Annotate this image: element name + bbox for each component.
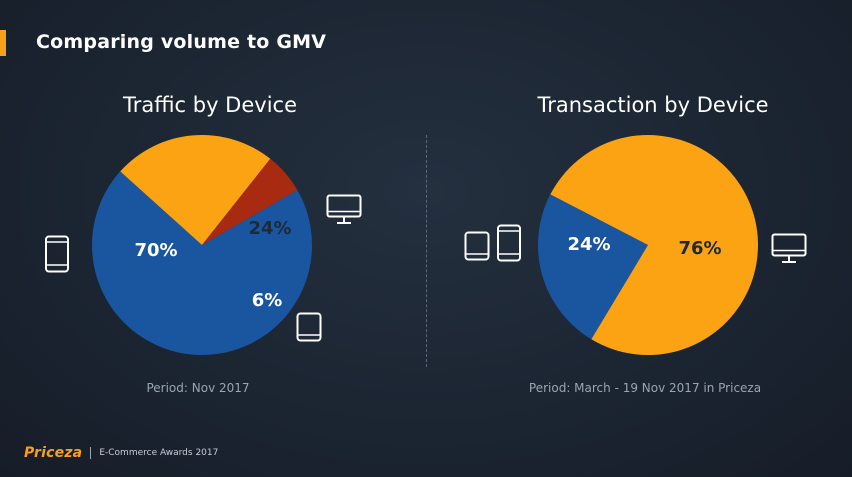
smartphone-icon-transaction xyxy=(497,224,521,262)
footer: Priceza E-Commerce Awards 2017 xyxy=(24,445,218,461)
smartphone-icon xyxy=(45,235,69,273)
slide-title: Comparing volume to GMV xyxy=(36,31,327,53)
title-accent-bar xyxy=(0,30,6,56)
pie-label-0-0: 70% xyxy=(134,240,177,261)
transaction-chart-title: Transaction by Device xyxy=(537,93,769,117)
pie-label-1-1: 76% xyxy=(678,238,721,259)
pie-label-0-1: 24% xyxy=(248,218,291,239)
priceza-logo: Priceza xyxy=(24,445,83,461)
pie-slice-0-mobile xyxy=(91,171,312,355)
desktop-icon xyxy=(326,194,362,224)
tablet-icon xyxy=(296,312,322,342)
traffic-chart-title: Traffic by Device xyxy=(122,93,298,117)
pie-slice-1-mobile-tablet xyxy=(538,194,648,340)
pie-slice-0-desktop xyxy=(120,135,271,245)
pie-label-1-0: 24% xyxy=(567,234,610,255)
footer-text: E-Commerce Awards 2017 xyxy=(99,448,219,458)
desktop-icon-transaction xyxy=(771,233,807,263)
pie-label-0-2: 6% xyxy=(252,290,283,311)
tablet-icon-transaction xyxy=(464,231,490,261)
transaction-period-note: Period: March - 19 Nov 2017 in Priceza xyxy=(528,381,762,395)
pie-slice-1-desktop xyxy=(550,134,759,356)
chart-divider xyxy=(426,135,427,367)
footer-separator xyxy=(90,447,92,459)
traffic-period-note: Period: Nov 2017 xyxy=(146,381,250,395)
pie-slice-0-tablet xyxy=(202,158,298,245)
